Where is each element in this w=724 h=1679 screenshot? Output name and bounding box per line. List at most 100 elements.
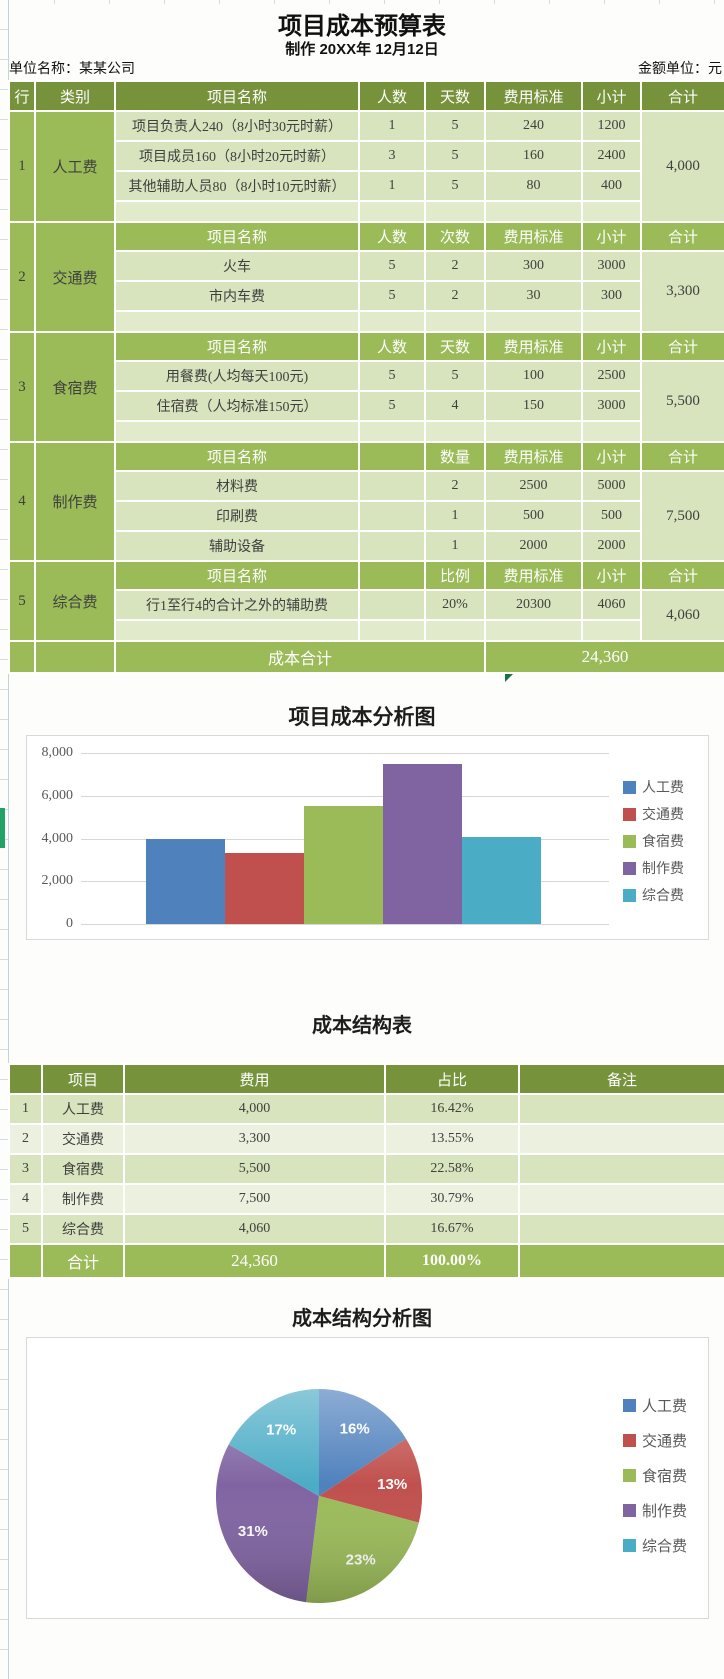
value-cell[interactable]: 5 bbox=[424, 140, 486, 172]
empty-cell[interactable] bbox=[424, 420, 486, 443]
budget-header-cell[interactable]: 行 bbox=[8, 80, 36, 112]
item-name-cell[interactable]: 项目负责人240（8小时30元时薪） bbox=[114, 110, 360, 142]
value-cell[interactable] bbox=[358, 589, 426, 621]
section-subheader-cell[interactable]: 天数 bbox=[424, 331, 486, 362]
value-cell[interactable]: 1 bbox=[424, 500, 486, 532]
total-value-cell[interactable]: 24,360 bbox=[123, 1243, 386, 1279]
value-cell[interactable] bbox=[518, 1093, 724, 1125]
value-cell[interactable]: 5 bbox=[358, 390, 426, 422]
section-subheader-cell[interactable]: 次数 bbox=[424, 221, 486, 252]
value-cell[interactable]: 2000 bbox=[581, 530, 642, 562]
value-cell[interactable] bbox=[518, 1123, 724, 1155]
category-cell[interactable]: 交通费 bbox=[34, 221, 116, 333]
section-subheader-cell[interactable] bbox=[358, 441, 426, 472]
value-cell[interactable]: 5 bbox=[358, 250, 426, 282]
value-cell[interactable]: 3 bbox=[358, 140, 426, 172]
value-cell[interactable]: 20% bbox=[424, 589, 486, 621]
section-subheader-cell[interactable]: 比例 bbox=[424, 560, 486, 591]
section-subheader-cell[interactable]: 费用标准 bbox=[484, 441, 583, 472]
value-cell[interactable]: 2400 bbox=[581, 140, 642, 172]
empty-cell[interactable] bbox=[581, 420, 642, 443]
value-cell[interactable]: 5 bbox=[424, 360, 486, 392]
value-cell[interactable]: 1 bbox=[358, 110, 426, 142]
total-value-cell[interactable] bbox=[8, 1243, 43, 1279]
structure-header-cell[interactable]: 项目 bbox=[41, 1063, 125, 1095]
value-cell[interactable]: 22.58% bbox=[384, 1153, 520, 1185]
budget-header-cell[interactable]: 人数 bbox=[358, 80, 426, 112]
row-number-cell[interactable]: 5 bbox=[8, 1213, 43, 1245]
value-cell[interactable]: 2000 bbox=[484, 530, 583, 562]
value-cell[interactable]: 2500 bbox=[581, 360, 642, 392]
value-cell[interactable]: 人工费 bbox=[41, 1093, 125, 1125]
value-cell[interactable]: 制作费 bbox=[41, 1183, 125, 1215]
section-subheader-cell[interactable]: 合计 bbox=[640, 331, 724, 362]
budget-header-cell[interactable]: 费用标准 bbox=[484, 80, 583, 112]
row-number-cell[interactable]: 1 bbox=[8, 1093, 43, 1125]
section-subheader-cell[interactable]: 项目名称 bbox=[114, 331, 360, 362]
budget-header-cell[interactable]: 类别 bbox=[34, 80, 116, 112]
value-cell[interactable]: 5 bbox=[358, 280, 426, 312]
item-name-cell[interactable]: 住宿费（人均标准150元） bbox=[114, 390, 360, 422]
value-cell[interactable]: 3000 bbox=[581, 390, 642, 422]
section-subheader-cell[interactable]: 合计 bbox=[640, 560, 724, 591]
empty-cell[interactable] bbox=[424, 619, 486, 642]
budget-header-cell[interactable]: 天数 bbox=[424, 80, 486, 112]
grand-total-spacer-cell[interactable] bbox=[8, 640, 36, 674]
value-cell[interactable]: 16.42% bbox=[384, 1093, 520, 1125]
value-cell[interactable]: 综合费 bbox=[41, 1213, 125, 1245]
item-name-cell[interactable]: 行1至行4的合计之外的辅助费 bbox=[114, 589, 360, 621]
row-number-cell[interactable]: 3 bbox=[8, 1153, 43, 1185]
value-cell[interactable]: 5 bbox=[424, 110, 486, 142]
value-cell[interactable]: 交通费 bbox=[41, 1123, 125, 1155]
value-cell[interactable]: 3000 bbox=[581, 250, 642, 282]
section-subheader-cell[interactable]: 人数 bbox=[358, 331, 426, 362]
empty-cell[interactable] bbox=[358, 420, 426, 443]
total-value-cell[interactable] bbox=[518, 1243, 724, 1279]
value-cell[interactable]: 5,500 bbox=[123, 1153, 386, 1185]
section-subheader-cell[interactable]: 项目名称 bbox=[114, 560, 360, 591]
section-subheader-cell[interactable]: 人数 bbox=[358, 221, 426, 252]
value-cell[interactable]: 食宿费 bbox=[41, 1153, 125, 1185]
empty-cell[interactable] bbox=[581, 310, 642, 333]
empty-cell[interactable] bbox=[358, 200, 426, 223]
item-name-cell[interactable]: 火车 bbox=[114, 250, 360, 282]
value-cell[interactable]: 500 bbox=[484, 500, 583, 532]
value-cell[interactable]: 80 bbox=[484, 170, 583, 202]
section-subheader-cell[interactable]: 小计 bbox=[581, 221, 642, 252]
grand-total-label-cell[interactable]: 成本合计 bbox=[114, 640, 486, 674]
category-cell[interactable]: 综合费 bbox=[34, 560, 116, 642]
value-cell[interactable]: 500 bbox=[581, 500, 642, 532]
value-cell[interactable]: 5000 bbox=[581, 470, 642, 502]
empty-cell[interactable] bbox=[581, 200, 642, 223]
section-subheader-cell[interactable]: 费用标准 bbox=[484, 221, 583, 252]
bar-chart[interactable]: 0 2,000 4,000 6,000 8,000 人工费 交通费 食宿费 制作费 综合费 bbox=[26, 735, 709, 940]
section-total-cell[interactable]: 4,000 bbox=[640, 110, 724, 223]
section-subheader-cell[interactable]: 小计 bbox=[581, 441, 642, 472]
section-subheader-cell[interactable]: 费用标准 bbox=[484, 331, 583, 362]
empty-cell[interactable] bbox=[358, 310, 426, 333]
structure-header-cell[interactable]: 备注 bbox=[518, 1063, 724, 1095]
value-cell[interactable] bbox=[518, 1153, 724, 1185]
value-cell[interactable]: 300 bbox=[484, 250, 583, 282]
empty-cell[interactable] bbox=[484, 420, 583, 443]
value-cell[interactable] bbox=[358, 470, 426, 502]
category-cell[interactable]: 食宿费 bbox=[34, 331, 116, 443]
value-cell[interactable] bbox=[518, 1213, 724, 1245]
value-cell[interactable]: 100 bbox=[484, 360, 583, 392]
grand-total-value-cell[interactable]: 24,360 bbox=[484, 640, 724, 674]
value-cell[interactable]: 2 bbox=[424, 250, 486, 282]
empty-cell[interactable] bbox=[114, 200, 360, 223]
value-cell[interactable]: 240 bbox=[484, 110, 583, 142]
item-name-cell[interactable]: 辅助设备 bbox=[114, 530, 360, 562]
item-name-cell[interactable]: 材料费 bbox=[114, 470, 360, 502]
row-number-cell[interactable]: 3 bbox=[8, 331, 36, 443]
value-cell[interactable]: 4 bbox=[424, 390, 486, 422]
section-total-cell[interactable]: 4,060 bbox=[640, 589, 724, 642]
structure-header-cell[interactable]: 费用 bbox=[123, 1063, 386, 1095]
item-name-cell[interactable]: 项目成员160（8小时20元时薪） bbox=[114, 140, 360, 172]
value-cell[interactable]: 160 bbox=[484, 140, 583, 172]
structure-header-cell[interactable] bbox=[8, 1063, 43, 1095]
row-number-cell[interactable]: 4 bbox=[8, 441, 36, 562]
empty-cell[interactable] bbox=[424, 310, 486, 333]
